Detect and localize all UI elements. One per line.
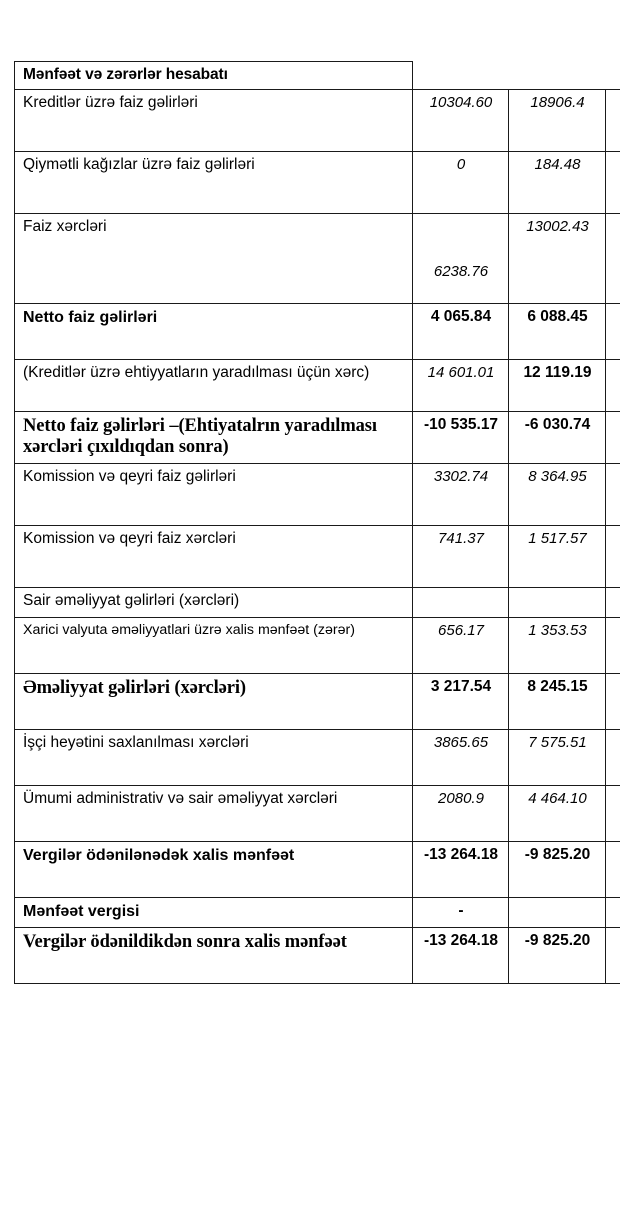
table-row: Mənfəət vergisi - [14, 896, 620, 928]
table-row: Komission və qeyri faiz xərcləri 741.37 … [14, 524, 620, 588]
table-row: Netto faiz gəlirləri –(Ehtiyatalrın yara… [14, 410, 620, 464]
row-value-col3 [605, 840, 620, 898]
row-value-col2 [508, 586, 606, 618]
row-value-col2 [508, 896, 606, 928]
row-value-col3 [605, 586, 620, 618]
row-label: Komission və qeyri faiz gəlirləri [14, 462, 413, 526]
row-value-col2: 8 245.15 [508, 672, 606, 730]
row-value-col2: 6 088.45 [508, 302, 606, 360]
row-value-col3 [605, 524, 620, 588]
row-value-col1: 10304.60 [412, 88, 509, 152]
table-row: Qiymətli kağızlar üzrə faiz gəlirləri 0 … [14, 150, 620, 214]
row-value-col2: 4 464.10 [508, 784, 606, 842]
row-label: Komission və qeyri faiz xərcləri [14, 524, 413, 588]
table-row: Faiz xərcləri 6238.76 13002.43 [14, 212, 620, 304]
table-row: Əməliyyat gəlirləri (xərcləri) 3 217.54 … [14, 672, 620, 730]
row-value-col2: -9 825.20 [508, 926, 606, 984]
row-label: Qiymətli kağızlar üzrə faiz gəlirləri [14, 150, 413, 214]
row-value-col2: -9 825.20 [508, 840, 606, 898]
title-spacer-2 [508, 61, 606, 90]
row-label: Kreditlər üzrə faiz gəlirləri [14, 88, 413, 152]
row-value-col3 [605, 784, 620, 842]
row-label: Vergilər ödənilənədək xalis mənfəət [14, 840, 413, 898]
row-value-col1: 3302.74 [412, 462, 509, 526]
row-value-col1: 14 601.01 [412, 358, 509, 412]
row-value-col3 [605, 462, 620, 526]
row-value-col3 [605, 150, 620, 214]
profit-and-loss-table: Mənfəət və zərərlər hesabatı Kreditlər ü… [14, 61, 620, 984]
row-value-col3 [605, 896, 620, 928]
row-value-col2: 184.48 [508, 150, 606, 214]
row-value-col3 [605, 616, 620, 674]
row-value-col3 [605, 410, 620, 464]
row-value-col1: 6238.76 [412, 212, 509, 304]
row-label: Faiz xərcləri [14, 212, 413, 304]
title-spacer-3 [605, 61, 620, 90]
table-row: Sair əməliyyat gəlirləri (xərcləri) [14, 586, 620, 618]
row-value-col2: 1 353.53 [508, 616, 606, 674]
report-title: Mənfəət və zərərlər hesabatı [14, 61, 413, 90]
table-row: İşçi heyətini saxlanılması xərcləri 3865… [14, 728, 620, 786]
title-spacer-1 [412, 61, 509, 90]
row-value-col1: 656.17 [412, 616, 509, 674]
row-value-col1: - [412, 896, 509, 928]
table-row: Ümumi administrativ və sair əməliyyat xə… [14, 784, 620, 842]
row-value-col1: -13 264.18 [412, 840, 509, 898]
row-value-col2: 1 517.57 [508, 524, 606, 588]
row-value-col2: 13002.43 [508, 212, 606, 304]
table-body: Mənfəət və zərərlər hesabatı Kreditlər ü… [14, 61, 620, 984]
row-value-col2: 18906.4 [508, 88, 606, 152]
row-value-col3 [605, 926, 620, 984]
row-value-col2: -6 030.74 [508, 410, 606, 464]
row-value-col3 [605, 212, 620, 304]
row-value-col1: 3865.65 [412, 728, 509, 786]
row-value-col3 [605, 302, 620, 360]
row-value-col1: 741.37 [412, 524, 509, 588]
row-label: Vergilər ödənildikdən sonra xalis mənfəə… [14, 926, 413, 984]
table-row: Kreditlər üzrə faiz gəlirləri 10304.60 1… [14, 88, 620, 152]
row-label: İşçi heyətini saxlanılması xərcləri [14, 728, 413, 786]
table-row-title: Mənfəət və zərərlər hesabatı [14, 61, 620, 90]
row-value-col2: 12 119.19 [508, 358, 606, 412]
row-value-col2: 8 364.95 [508, 462, 606, 526]
table-row: Komission və qeyri faiz gəlirləri 3302.7… [14, 462, 620, 526]
row-label: Sair əməliyyat gəlirləri (xərcləri) [14, 586, 413, 618]
row-value-col1: 3 217.54 [412, 672, 509, 730]
row-value-col1: -13 264.18 [412, 926, 509, 984]
table-row: Netto faiz gəlirləri 4 065.84 6 088.45 [14, 302, 620, 360]
row-value-col3 [605, 88, 620, 152]
row-label: Netto faiz gəlirləri –(Ehtiyatalrın yara… [14, 410, 413, 464]
row-label: Mənfəət vergisi [14, 896, 413, 928]
row-value-col1: -10 535.17 [412, 410, 509, 464]
row-label: Xarici valyuta əməliyyatlari üzrə xalis … [14, 616, 413, 674]
row-label: Əməliyyat gəlirləri (xərcləri) [14, 672, 413, 730]
row-value-col1 [412, 586, 509, 618]
row-label: Netto faiz gəlirləri [14, 302, 413, 360]
row-label: Ümumi administrativ və sair əməliyyat xə… [14, 784, 413, 842]
row-value-col1: 4 065.84 [412, 302, 509, 360]
row-label: (Kreditlər üzrə ehtiyyatların yaradılmas… [14, 358, 413, 412]
row-value-col3 [605, 672, 620, 730]
row-value-col3 [605, 358, 620, 412]
table-row: Vergilər ödənildikdən sonra xalis mənfəə… [14, 926, 620, 984]
table-row: Xarici valyuta əməliyyatlari üzrə xalis … [14, 616, 620, 674]
row-value-col1: 2080.9 [412, 784, 509, 842]
row-value-col1: 0 [412, 150, 509, 214]
table-row: Vergilər ödənilənədək xalis mənfəət -13 … [14, 840, 620, 898]
table-row: (Kreditlər üzrə ehtiyyatların yaradılmas… [14, 358, 620, 412]
row-value-col3 [605, 728, 620, 786]
row-value-col2: 7 575.51 [508, 728, 606, 786]
